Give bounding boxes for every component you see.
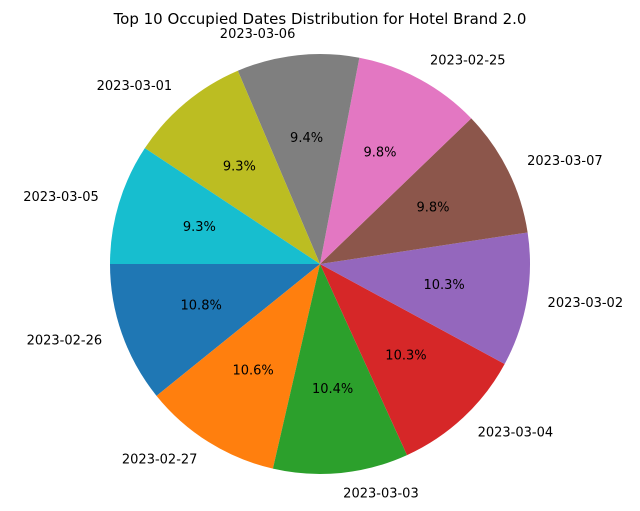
pie-slice-2023-02-25	[320, 57, 472, 264]
slice-label-2023-03-01: 2023-03-01	[97, 79, 173, 94]
pie-slice-2023-03-07	[320, 118, 528, 264]
slice-label-2023-02-25: 2023-02-25	[430, 53, 506, 68]
pct-label-2023-02-27: 10.6%	[232, 363, 273, 378]
chart-title: Top 10 Occupied Dates Distribution for H…	[113, 10, 527, 28]
slice-label-2023-03-02: 2023-03-02	[548, 296, 624, 311]
pct-label-2023-02-25: 9.8%	[363, 146, 396, 161]
pie-slice-2023-03-02	[320, 232, 531, 365]
pie-slice-2023-03-01	[144, 70, 320, 264]
slice-label-2023-03-06: 2023-03-06	[220, 27, 296, 42]
pct-label-2023-03-03: 10.4%	[312, 382, 353, 397]
slice-label-2023-02-27: 2023-02-27	[122, 452, 198, 467]
pct-label-2023-02-26: 10.8%	[181, 298, 222, 313]
pct-label-2023-03-06: 9.4%	[290, 131, 323, 146]
pie-slice-2023-03-04	[320, 264, 505, 456]
slice-label-2023-03-07: 2023-03-07	[527, 154, 603, 169]
slice-label-2023-03-03: 2023-03-03	[343, 486, 419, 501]
slice-label-2023-03-04: 2023-03-04	[478, 425, 554, 440]
slice-label-2023-03-05: 2023-03-05	[23, 190, 99, 205]
pie-slices	[110, 54, 531, 474]
pct-label-2023-03-02: 10.3%	[423, 278, 464, 293]
slice-label-2023-02-26: 2023-02-26	[27, 333, 103, 348]
pct-label-2023-03-05: 9.3%	[183, 220, 216, 235]
pie-slice-2023-03-05	[110, 148, 320, 264]
pie-slice-2023-02-26	[110, 264, 320, 396]
pie-labels: 2023-02-26 10.8% 2023-02-27 10.6% 2023-03-03…	[23, 27, 623, 502]
pct-label-2023-03-04: 10.3%	[385, 349, 426, 364]
pie-slice-2023-03-03	[272, 264, 408, 474]
pct-label-2023-03-01: 9.3%	[223, 160, 256, 175]
pie-slice-2023-02-27	[156, 264, 320, 469]
pct-label-2023-03-07: 9.8%	[416, 201, 449, 216]
pie-slice-2023-03-06	[237, 54, 360, 265]
